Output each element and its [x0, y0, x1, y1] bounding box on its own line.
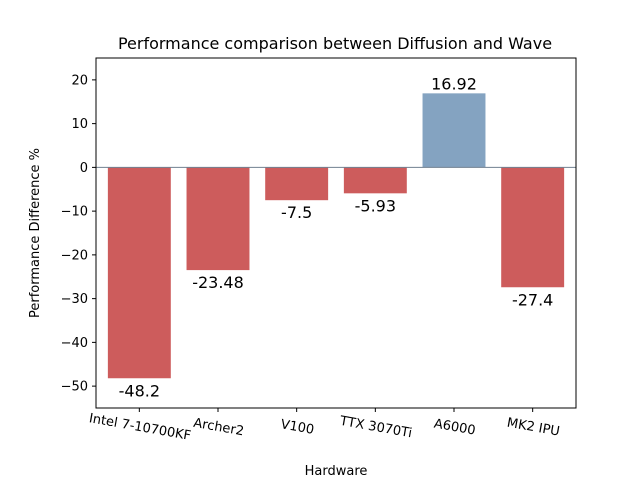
bar-mk2-ipu [501, 167, 565, 288]
bar-archer2 [186, 167, 250, 271]
data-label: -7.5 [281, 203, 312, 222]
y-tick-label: 20 [71, 73, 88, 88]
x-tick-label: MK2 IPU [506, 416, 561, 440]
y-tick-label: −30 [61, 292, 88, 307]
x-tick-label: V100 [279, 417, 315, 438]
x-tick-label: A6000 [433, 417, 477, 439]
data-label: -48.2 [119, 381, 160, 400]
data-label: -27.4 [512, 290, 553, 309]
y-axis-label: Performance Difference % [28, 148, 43, 318]
chart-title: Performance comparison between Diffusion… [118, 34, 552, 53]
y-tick-label: 0 [80, 161, 88, 176]
data-label: -5.93 [355, 196, 396, 215]
y-tick-label: −50 [61, 380, 88, 395]
x-tick-label: Archer2 [192, 416, 245, 440]
x-tick-label: Intel 7-10700KF [88, 411, 192, 444]
y-tick-label: −20 [61, 248, 88, 263]
bar-a6000 [422, 93, 486, 168]
bar-v100 [265, 167, 329, 201]
bar-intel-7-10700kf [107, 167, 171, 379]
plot-area: -48.2 -23.48 -7.5 -5.93 16.92 -27.4 −50 −40 −30 −… [61, 57, 577, 444]
x-axis-label: Hardware [305, 464, 368, 479]
y-tick-label: −10 [61, 205, 88, 220]
y-tick-label: 10 [71, 117, 88, 132]
axes-frame [95, 57, 577, 409]
data-label: 16.92 [431, 74, 477, 93]
y-tick-label: −40 [61, 336, 88, 351]
bar-ttx-3070ti [343, 167, 407, 194]
x-tick-label: TTX 3070Ti [338, 414, 413, 442]
data-label: -23.48 [192, 273, 244, 292]
